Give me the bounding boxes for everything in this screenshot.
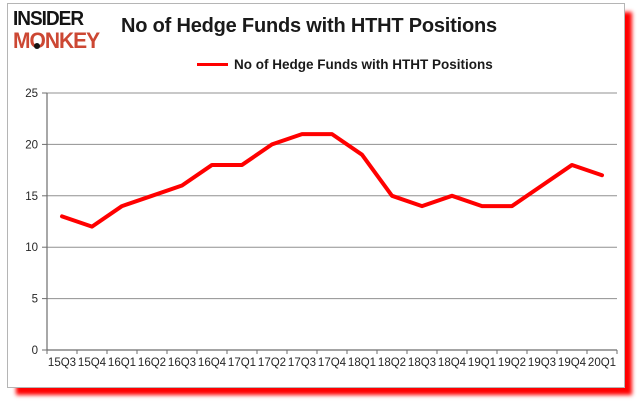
y-axis-label: 0 — [32, 345, 38, 357]
chart-title: No of Hedge Funds with HTHT Positions — [121, 15, 497, 37]
x-axis-label: 17Q4 — [318, 357, 347, 369]
legend: No of Hedge Funds with HTHT Positions — [197, 57, 493, 72]
axes-group — [42, 92, 618, 354]
logo-text-insider: INSIDER — [13, 7, 84, 31]
series-line — [60, 132, 604, 229]
x-axis-label: 20Q1 — [588, 357, 616, 369]
legend-label: No of Hedge Funds with HTHT Positions — [234, 57, 493, 72]
y-axis-label: 20 — [25, 139, 38, 151]
x-axis-label: 19Q4 — [558, 357, 587, 369]
x-axis-label: 19Q3 — [528, 357, 556, 369]
x-axis-label: 17Q3 — [288, 357, 316, 369]
x-axis-label: 16Q4 — [198, 357, 227, 369]
monkey-eye-dot-icon — [34, 43, 40, 49]
x-axis-label: 18Q3 — [408, 357, 436, 369]
y-axis-label: 15 — [25, 191, 38, 203]
x-axis-label: 18Q4 — [438, 357, 467, 369]
x-axis-label: 15Q4 — [78, 357, 107, 369]
x-axis-label: 15Q3 — [48, 357, 76, 369]
x-axis-label: 18Q1 — [348, 357, 376, 369]
x-axis-label: 19Q2 — [498, 357, 526, 369]
series-group — [60, 132, 604, 229]
gridlines-group — [47, 92, 617, 300]
x-axis-label: 19Q1 — [468, 357, 496, 369]
y-axis-label: 10 — [25, 242, 38, 254]
insider-monkey-logo: INSIDER MONKEY — [13, 7, 100, 54]
y-axis-label: 5 — [32, 294, 38, 306]
logo-text-monkey: MONKEY — [13, 28, 100, 54]
legend-key-line — [197, 63, 228, 66]
x-axis-label: 16Q3 — [168, 357, 196, 369]
x-axis-label: 16Q1 — [108, 357, 136, 369]
x-axis-label: 18Q2 — [378, 357, 406, 369]
x-axis-label: 16Q2 — [138, 357, 166, 369]
y-axis-label: 25 — [25, 88, 38, 100]
x-axis-label: 17Q2 — [258, 357, 286, 369]
x-axis-label: 17Q1 — [228, 357, 256, 369]
